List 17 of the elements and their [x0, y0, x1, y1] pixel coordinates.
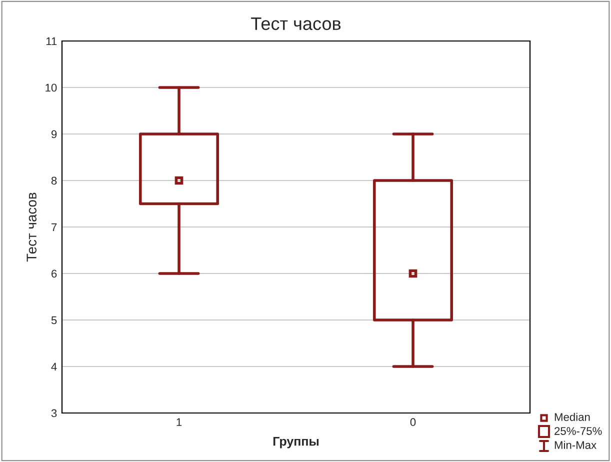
y-tick-label: 4	[51, 362, 57, 371]
x-tick-label: 1	[176, 418, 182, 426]
text: Median	[554, 412, 590, 421]
y-axis-title: Тест часов	[26, 192, 36, 262]
y-tick-label: 7	[52, 223, 57, 232]
y-tick-label: 11	[46, 37, 57, 46]
y-tick-label: 5	[51, 316, 57, 324]
chart-title: Тест часов	[251, 17, 341, 30]
x-axis-title: Группы	[273, 437, 319, 448]
x-tick-label: 0	[410, 418, 416, 426]
y-tick-label: 10	[46, 84, 57, 92]
text: 25%-75%	[554, 427, 602, 435]
y-tick-label: 3	[51, 409, 57, 418]
y-tick-label: 6	[52, 270, 57, 278]
y-tick-label: 9	[51, 130, 57, 138]
y-tick-label: 8	[51, 176, 57, 185]
text: Min-Max	[554, 440, 596, 449]
